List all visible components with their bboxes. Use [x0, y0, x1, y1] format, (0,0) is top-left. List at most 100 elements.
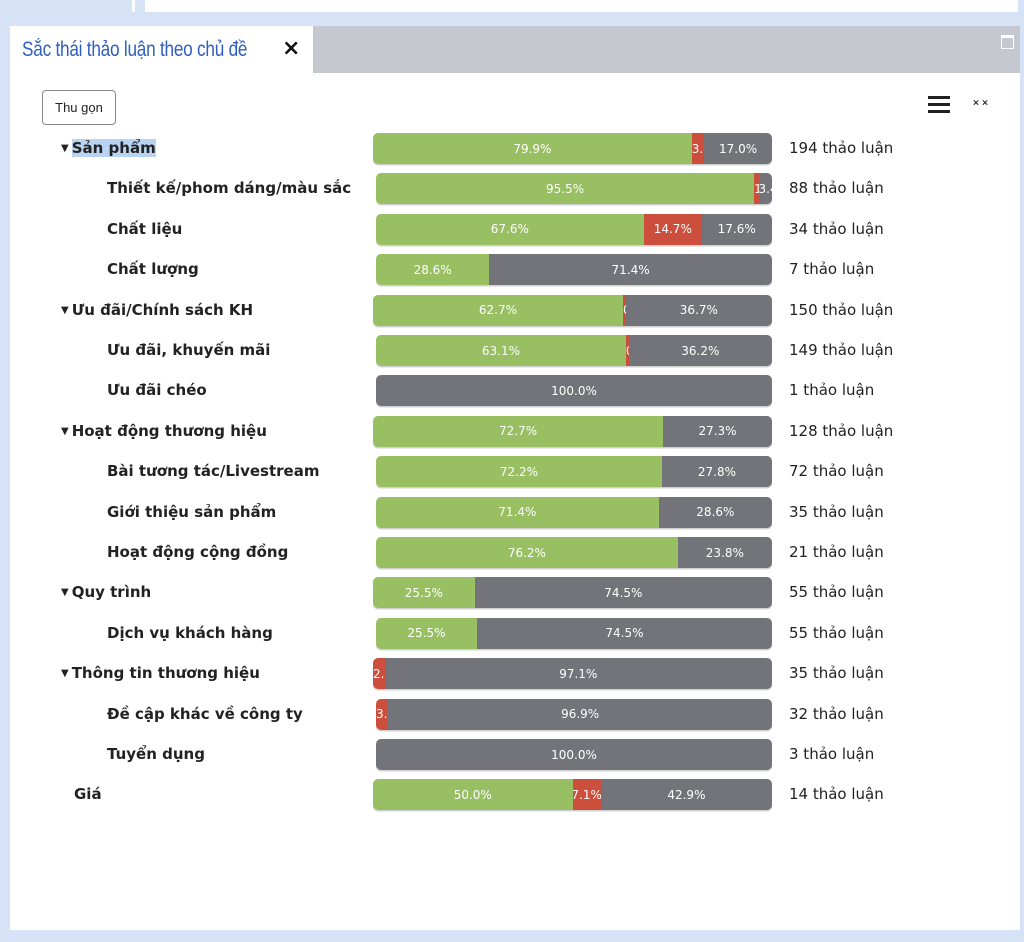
row-label[interactable]: ▼ Ưu đãi/Chính sách KH: [61, 301, 253, 319]
neutral-segment[interactable]: 23.8%: [677, 537, 772, 568]
neutral-segment[interactable]: 27.8%: [661, 456, 772, 488]
negative-segment[interactable]: 14.7%: [643, 213, 702, 245]
tab-sentiment[interactable]: Sắc thái thảo luận theo chủ đề ×: [10, 26, 313, 73]
negative-segment[interactable]: 7.1%: [572, 779, 601, 811]
row-label[interactable]: Bài tương tác/Livestream: [107, 462, 319, 480]
shrink-icon[interactable]: ⌄⌄ ⌃⌃: [971, 92, 990, 114]
row-label-text: Giá: [74, 785, 102, 804]
row-label[interactable]: Ưu đãi chéo: [107, 381, 207, 399]
chart-row: Thiết kế/phom dáng/màu sắc 95.5%1.1%3.4% 8…: [10, 173, 1020, 205]
row-label-text: Thiết kế/phom dáng/màu sắc: [107, 179, 352, 198]
row-label[interactable]: ▼ Thông tin thương hiệu: [61, 664, 260, 682]
neutral-segment[interactable]: 74.5%: [476, 617, 772, 649]
neutral-segment[interactable]: 100.0%: [376, 739, 772, 770]
positive-segment[interactable]: 72.7%: [373, 415, 664, 447]
row-label[interactable]: Chất lượng: [107, 260, 199, 278]
maximize-icon[interactable]: [1001, 35, 1014, 49]
caret-down-icon[interactable]: ▼: [61, 304, 69, 316]
row-label[interactable]: ▼ Quy trình: [61, 583, 151, 601]
neutral-segment[interactable]: 17.6%: [701, 213, 772, 245]
positive-segment[interactable]: 62.7%: [373, 294, 623, 326]
positive-segment[interactable]: 76.2%: [376, 537, 678, 568]
neutral-segment[interactable]: 97.1%: [384, 658, 772, 690]
positive-segment[interactable]: 50.0%: [373, 779, 573, 811]
stacked-bar[interactable]: 50.0% 7.1% 42.9%: [373, 779, 772, 811]
positive-segment[interactable]: 25.5%: [373, 577, 475, 609]
positive-segment[interactable]: 72.2%: [376, 456, 662, 488]
caret-down-icon[interactable]: ▼: [61, 587, 69, 599]
row-label-text: Chất liệu: [107, 219, 183, 238]
negative-segment[interactable]: 3.1%: [376, 698, 389, 730]
neutral-segment[interactable]: 42.9%: [600, 779, 772, 811]
caret-down-icon[interactable]: ▼: [61, 425, 69, 437]
stacked-bar[interactable]: 79.9%3.1%17.0%: [373, 133, 772, 164]
stacked-bar[interactable]: 63.1%0.7%36.2%: [376, 335, 772, 366]
row-label[interactable]: Tuyển dụng: [107, 745, 205, 763]
positive-segment[interactable]: 95.5%: [376, 173, 755, 205]
row-label[interactable]: Ưu đãi, khuyến mãi: [107, 341, 270, 359]
chart-row: Bài tương tác/Livestream 72.2% 27.8% 72 thả…: [10, 456, 1020, 488]
chart-row: Ưu đãi chéo 100.0% 1 thảo luận: [10, 375, 1020, 407]
neutral-segment[interactable]: 3.4%: [758, 173, 772, 205]
caret-down-icon[interactable]: ▼: [61, 668, 69, 680]
menu-icon[interactable]: [928, 96, 950, 117]
neutral-segment[interactable]: 71.4%: [489, 254, 772, 286]
row-label[interactable]: Hoạt động cộng đồng: [107, 543, 288, 561]
row-label-text: Bài tương tác/Livestream: [107, 462, 320, 481]
neutral-segment[interactable]: 96.9%: [388, 698, 772, 730]
positive-segment[interactable]: 79.9%: [373, 133, 692, 164]
stacked-bar[interactable]: 25.5% 74.5%: [376, 617, 772, 649]
stacked-bar[interactable]: 71.4% 28.6%: [376, 496, 772, 528]
negative-segment[interactable]: 0.7%: [625, 335, 629, 366]
neutral-segment[interactable]: 74.5%: [474, 577, 772, 609]
stacked-bar[interactable]: 100.0%: [376, 739, 772, 770]
stacked-bar[interactable]: 100.0%: [376, 375, 772, 407]
positive-segment[interactable]: 71.4%: [376, 496, 659, 528]
stacked-bar[interactable]: 25.5% 74.5%: [373, 577, 772, 609]
row-label[interactable]: ▼ Hoạt động thương hiệu: [61, 422, 267, 440]
row-label[interactable]: Thiết kế/phom dáng/màu sắc: [107, 179, 351, 197]
stacked-bar[interactable]: 95.5%1.1%3.4%: [376, 173, 772, 205]
collapse-button[interactable]: Thu gọn: [42, 90, 116, 125]
row-label-text: Tuyển dụng: [107, 745, 205, 763]
discussion-count: 34 thảo luận: [789, 219, 884, 238]
positive-segment[interactable]: 28.6%: [376, 254, 490, 286]
negative-segment[interactable]: 0.7%: [622, 294, 626, 326]
close-icon[interactable]: ×: [282, 36, 301, 61]
row-label[interactable]: Giới thiệu sản phẩm: [107, 503, 276, 521]
background-divider: [132, 0, 135, 12]
caret-down-icon[interactable]: ▼: [61, 143, 69, 154]
stacked-bar[interactable]: 3.1%96.9%: [376, 698, 772, 730]
stacked-bar[interactable]: 62.7%0.7%36.7%: [373, 294, 772, 326]
stacked-bar[interactable]: 72.7% 27.3%: [373, 415, 772, 447]
chart-row: Đề cập khác về công ty 3.1%96.9% 32 thảo l…: [10, 698, 1020, 731]
tab-bar: Sắc thái thảo luận theo chủ đề ×: [10, 26, 1020, 73]
neutral-segment[interactable]: 36.7%: [625, 294, 772, 326]
stacked-bar[interactable]: 2.9%97.1%: [373, 658, 772, 690]
neutral-segment[interactable]: 28.6%: [658, 496, 772, 528]
neutral-segment[interactable]: 100.0%: [376, 375, 772, 407]
stacked-bar[interactable]: 76.2% 23.8%: [376, 537, 772, 568]
discussion-count: 35 thảo luận: [789, 664, 884, 683]
chart-row: ▼ Hoạt động thương hiệu 72.7% 27.3% 128 thảo…: [10, 415, 1020, 448]
row-label[interactable]: Chất liệu: [107, 220, 182, 238]
stacked-bar[interactable]: 67.6% 14.7% 17.6%: [376, 213, 772, 245]
row-label[interactable]: Đề cập khác về công ty: [107, 705, 303, 723]
neutral-segment[interactable]: 36.2%: [628, 335, 772, 366]
stacked-bar[interactable]: 28.6% 71.4%: [376, 254, 772, 286]
positive-segment[interactable]: 25.5%: [376, 617, 477, 649]
row-label[interactable]: Dịch vụ khách hàng: [107, 624, 273, 642]
stacked-bar[interactable]: 72.2% 27.8%: [376, 456, 772, 488]
row-label[interactable]: ▼ Sản phẩm: [61, 139, 156, 157]
discussion-count: 7 thảo luận: [789, 260, 875, 279]
positive-segment[interactable]: 63.1%: [376, 335, 626, 366]
negative-segment[interactable]: 1.1%: [754, 173, 759, 205]
row-label[interactable]: Giá: [74, 785, 102, 803]
negative-segment[interactable]: 2.9%: [373, 658, 385, 690]
negative-segment[interactable]: 3.1%: [691, 133, 705, 164]
chart-row: Chất liệu 67.6% 14.7% 17.6% 34 thảo luận: [10, 213, 1020, 246]
neutral-segment[interactable]: 27.3%: [663, 415, 772, 447]
positive-segment[interactable]: 67.6%: [376, 213, 644, 245]
chart-row: ▼Thông tin thương hiệu 2.9%97.1% 35 thảo l…: [10, 658, 1020, 690]
neutral-segment[interactable]: 17.0%: [704, 133, 772, 164]
